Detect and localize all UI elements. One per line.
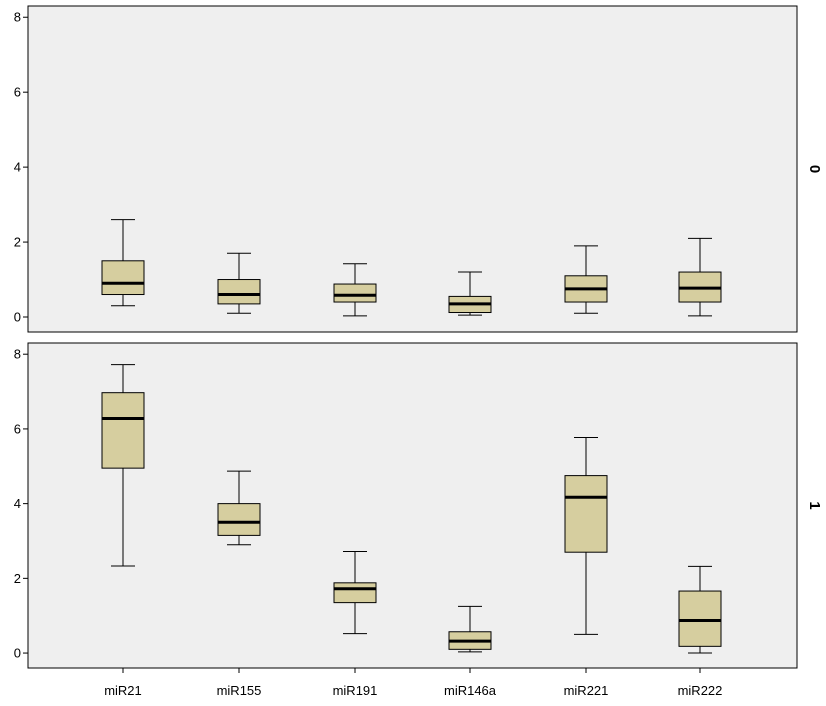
box-iqr — [333, 283, 377, 303]
box-iqr — [564, 475, 608, 553]
panel-label: 1 — [806, 501, 823, 509]
box-miR21 — [101, 219, 145, 307]
box-miR21 — [101, 364, 145, 567]
box-miR221 — [564, 245, 608, 314]
panel-0: 0 2 4 6 8 0 — [14, 5, 823, 333]
box-miR222 — [678, 237, 722, 317]
box-miR191 — [333, 550, 377, 635]
y-tick-label: 8 — [14, 10, 21, 25]
box-miR221 — [564, 437, 608, 635]
box-iqr — [217, 279, 261, 305]
y-tick-label: 6 — [14, 421, 21, 436]
x-tick-label: miR155 — [217, 683, 262, 698]
panel-label: 0 — [806, 165, 823, 173]
x-tick-label: miR146a — [444, 683, 497, 698]
box-miR146a — [448, 271, 492, 316]
y-tick-label: 4 — [14, 160, 21, 175]
box-iqr — [217, 503, 261, 536]
box-miR222 — [678, 565, 722, 654]
box-iqr — [333, 582, 377, 604]
y-tick-label: 2 — [14, 571, 21, 586]
box-iqr — [678, 590, 722, 647]
x-tick-label: miR222 — [678, 683, 723, 698]
box-miR146a — [448, 605, 492, 653]
y-tick-label: 2 — [14, 235, 21, 250]
y-tick-label: 4 — [14, 496, 21, 511]
y-tick-label: 0 — [14, 310, 21, 325]
x-tick-label: miR21 — [104, 683, 142, 698]
box-iqr — [101, 392, 145, 469]
box-miR155 — [217, 470, 261, 546]
y-tick-label: 6 — [14, 85, 21, 100]
x-axis: miR21 miR155 miR191 miR146a miR221 miR222 — [104, 668, 722, 698]
y-tick-label: 0 — [14, 646, 21, 661]
panel-1: 0 2 4 6 8 1 — [14, 342, 823, 669]
x-tick-label: miR191 — [333, 683, 378, 698]
x-tick-label: miR221 — [564, 683, 609, 698]
box-miR191 — [333, 263, 377, 317]
plot-area — [27, 342, 798, 669]
y-tick-label: 8 — [14, 347, 21, 362]
plot-area — [27, 5, 798, 333]
box-iqr — [101, 260, 145, 296]
box-miR155 — [217, 252, 261, 314]
